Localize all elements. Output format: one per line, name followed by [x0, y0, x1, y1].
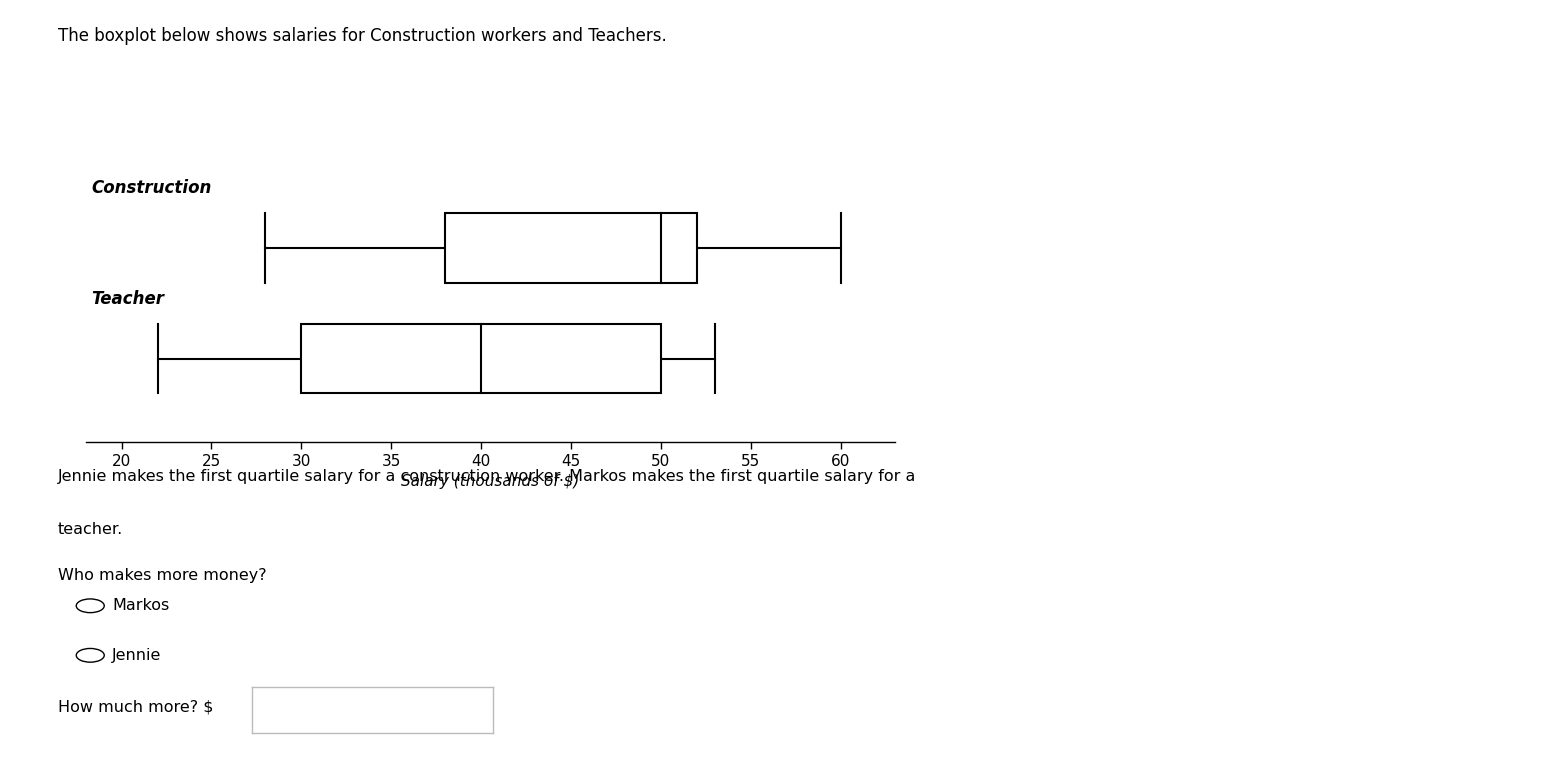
Text: Jennie makes the first quartile salary for a construction worker. Markos makes t: Jennie makes the first quartile salary f…: [58, 469, 916, 484]
Text: How much more? $: How much more? $: [58, 700, 213, 715]
Text: Teacher: Teacher: [90, 290, 163, 308]
Text: teacher.: teacher.: [58, 522, 123, 537]
Text: Who makes more money?: Who makes more money?: [58, 568, 266, 583]
Bar: [445, 213, 697, 283]
X-axis label: Salary (thousands of $): Salary (thousands of $): [401, 474, 579, 489]
Text: Jennie: Jennie: [112, 648, 162, 663]
Bar: [302, 324, 661, 393]
Text: Markos: Markos: [112, 598, 170, 613]
Text: Construction: Construction: [90, 179, 212, 197]
Text: The boxplot below shows salaries for Construction workers and Teachers.: The boxplot below shows salaries for Con…: [58, 27, 666, 45]
